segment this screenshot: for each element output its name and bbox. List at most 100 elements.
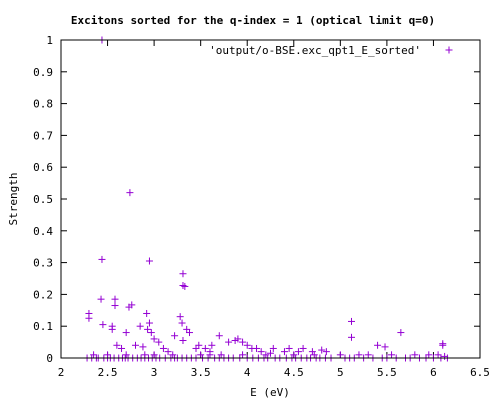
- data-point: [336, 351, 344, 359]
- data-point: [197, 351, 205, 359]
- y-tick-label: 0.6: [33, 161, 53, 174]
- data-point: [141, 351, 149, 359]
- data-point: [308, 348, 316, 356]
- data-point: [126, 189, 134, 197]
- x-axis-label: E (eV): [250, 386, 290, 399]
- data-point: [99, 321, 107, 329]
- data-point: [217, 351, 225, 359]
- data-point: [215, 332, 223, 340]
- data-point: [179, 281, 187, 289]
- data-point: [108, 325, 116, 333]
- data-point: [147, 329, 155, 337]
- data-point: [243, 341, 251, 349]
- data-point: [318, 346, 326, 354]
- data-point: [439, 341, 447, 349]
- y-tick-label: 0.3: [33, 257, 53, 270]
- data-point: [225, 338, 233, 346]
- data-point: [257, 348, 265, 356]
- y-tick-label: 1: [46, 34, 53, 47]
- data-point: [411, 351, 419, 359]
- data-point: [145, 257, 153, 265]
- data-point: [280, 348, 288, 356]
- data-point: [201, 344, 209, 352]
- legend-label: 'output/o-BSE.exc_qpt1_E_sorted': [209, 44, 421, 57]
- data-point: [397, 329, 405, 337]
- data-point: [267, 349, 274, 357]
- data-point: [269, 344, 277, 352]
- data-point: [234, 335, 242, 343]
- data-point: [285, 344, 293, 352]
- data-point: [145, 319, 153, 327]
- data-point: [122, 329, 130, 337]
- y-tick-label: 0.9: [33, 66, 53, 79]
- data-point: [171, 332, 179, 340]
- data-point: [179, 270, 187, 278]
- data-point: [192, 344, 200, 352]
- data-point: [388, 351, 396, 359]
- data-point: [122, 351, 130, 359]
- data-point: [150, 351, 158, 359]
- data-point: [239, 351, 247, 359]
- data-point: [144, 325, 152, 333]
- data-point: [111, 295, 119, 303]
- y-tick-label: 0.8: [33, 98, 53, 111]
- data-point: [128, 301, 136, 309]
- y-tick-label: 0.2: [33, 288, 53, 301]
- data-point: [185, 329, 193, 337]
- x-tick-label: 5.5: [377, 366, 397, 379]
- x-tick-label: 4: [244, 366, 251, 379]
- chart-title: Excitons sorted for the q-index = 1 (opt…: [71, 14, 435, 27]
- data-point: [290, 351, 298, 359]
- x-tick-label: 3.5: [191, 366, 211, 379]
- data-point: [164, 348, 172, 356]
- data-point: [131, 341, 139, 349]
- data-point: [181, 282, 189, 290]
- data-point: [294, 348, 302, 356]
- data-point: [206, 351, 214, 359]
- data-point: [155, 338, 163, 346]
- y-tick-label: 0.7: [33, 129, 53, 142]
- data-point: [169, 351, 177, 359]
- data-point: [176, 313, 184, 321]
- data-point: [136, 322, 144, 330]
- x-tick-label: 3: [151, 366, 158, 379]
- x-tick-label: 2.5: [98, 366, 118, 379]
- data-point: [118, 344, 126, 352]
- y-tick-label: 0.4: [33, 225, 53, 238]
- legend-marker-symbol: [445, 46, 453, 54]
- data-point: [179, 337, 187, 345]
- data-point: [262, 351, 270, 359]
- data-point: [208, 341, 216, 349]
- data-point: [348, 317, 356, 325]
- data-point: [97, 295, 105, 303]
- data-point: [310, 351, 318, 359]
- data-point: [239, 338, 247, 346]
- data-point: [150, 335, 158, 343]
- legend-marker: [445, 46, 453, 54]
- data-point: [111, 302, 119, 310]
- data-point: [348, 333, 356, 341]
- data-points: [83, 36, 451, 362]
- data-point: [159, 344, 167, 352]
- y-axis-label: Strength: [7, 173, 20, 226]
- data-point: [98, 255, 106, 263]
- x-tick-label: 6.5: [470, 366, 490, 379]
- data-point: [253, 344, 261, 352]
- data-point: [104, 351, 112, 359]
- x-tick-label: 2: [58, 366, 65, 379]
- data-point: [381, 343, 389, 351]
- x-tick-label: 6: [430, 366, 437, 379]
- plot-frame: [60, 39, 481, 359]
- data-point: [322, 348, 330, 356]
- x-tick-label: 5: [337, 366, 344, 379]
- data-point: [299, 344, 307, 352]
- data-point: [85, 314, 93, 322]
- data-point: [143, 309, 151, 317]
- y-tick-label: 0.5: [33, 193, 53, 206]
- data-point: [364, 351, 372, 359]
- data-point: [374, 341, 382, 349]
- data-point: [178, 319, 186, 327]
- y-tick-label: 0.1: [33, 320, 53, 333]
- x-tick-label: 4.5: [284, 366, 304, 379]
